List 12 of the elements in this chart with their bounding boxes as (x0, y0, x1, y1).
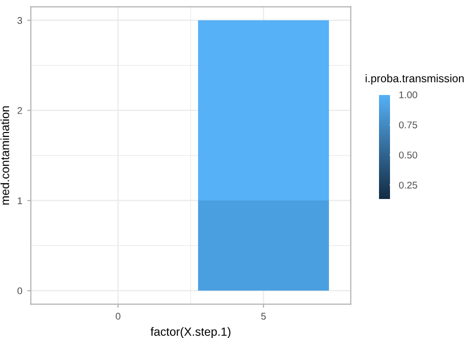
x-axis-title: factor(X.step.1) (150, 327, 230, 338)
color-bar-title: i.proba.transmission (366, 74, 464, 84)
color-bar-label: 0.25 (399, 182, 418, 189)
color-bar-label: 1.00 (399, 91, 418, 98)
y-axis-title: med.contamination (0, 106, 10, 205)
y-tick-label: 1 (18, 197, 22, 204)
y-tick-label: 0 (17, 287, 22, 294)
color-bar-label: 0.50 (399, 152, 418, 158)
color-bar-label: 0.75 (399, 121, 418, 128)
y-tick-label: 2 (18, 107, 22, 114)
y-tick-label: 3 (17, 17, 22, 24)
x-tick-label: 5 (261, 312, 266, 320)
